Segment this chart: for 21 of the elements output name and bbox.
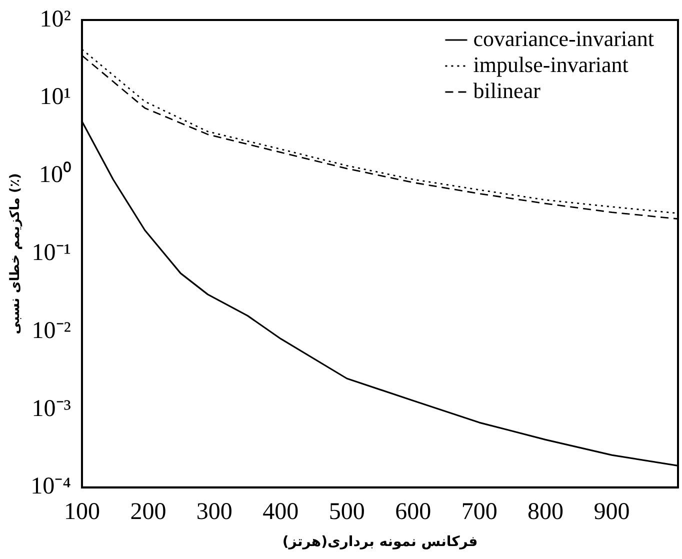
x-tick-label: 900 bbox=[594, 499, 630, 526]
x-tick-label: 400 bbox=[262, 499, 299, 526]
x-tick-label: 100 bbox=[64, 499, 100, 526]
y-axis-title: ماکزیمم خطای نسبی (٪) bbox=[8, 173, 24, 334]
legend-label: covariance-invariant bbox=[473, 26, 654, 51]
x-tick-label: 300 bbox=[196, 499, 232, 526]
x-tick-label: 600 bbox=[395, 499, 432, 526]
legend-label: bilinear bbox=[473, 78, 542, 103]
y-tick-label: 10⁻⁴ bbox=[30, 474, 71, 500]
y-tick-label: 10¹ bbox=[40, 84, 71, 110]
x-tick-label: 200 bbox=[130, 499, 166, 526]
y-tick-label: 10² bbox=[40, 6, 71, 32]
x-tick-label: 700 bbox=[461, 499, 498, 526]
x-tick-label: 800 bbox=[528, 499, 564, 526]
y-tick-label: 10⁻³ bbox=[32, 396, 71, 422]
y-tick-label: 10⁻² bbox=[32, 318, 71, 344]
x-axis-title: فرکانس نمونه برداری(هرتز) bbox=[282, 534, 478, 550]
y-tick-label: 10⁰ bbox=[38, 161, 71, 188]
y-tick-label: 10⁻¹ bbox=[32, 240, 71, 266]
x-tick-label: 500 bbox=[328, 499, 365, 526]
legend-label: impulse-invariant bbox=[473, 52, 628, 77]
